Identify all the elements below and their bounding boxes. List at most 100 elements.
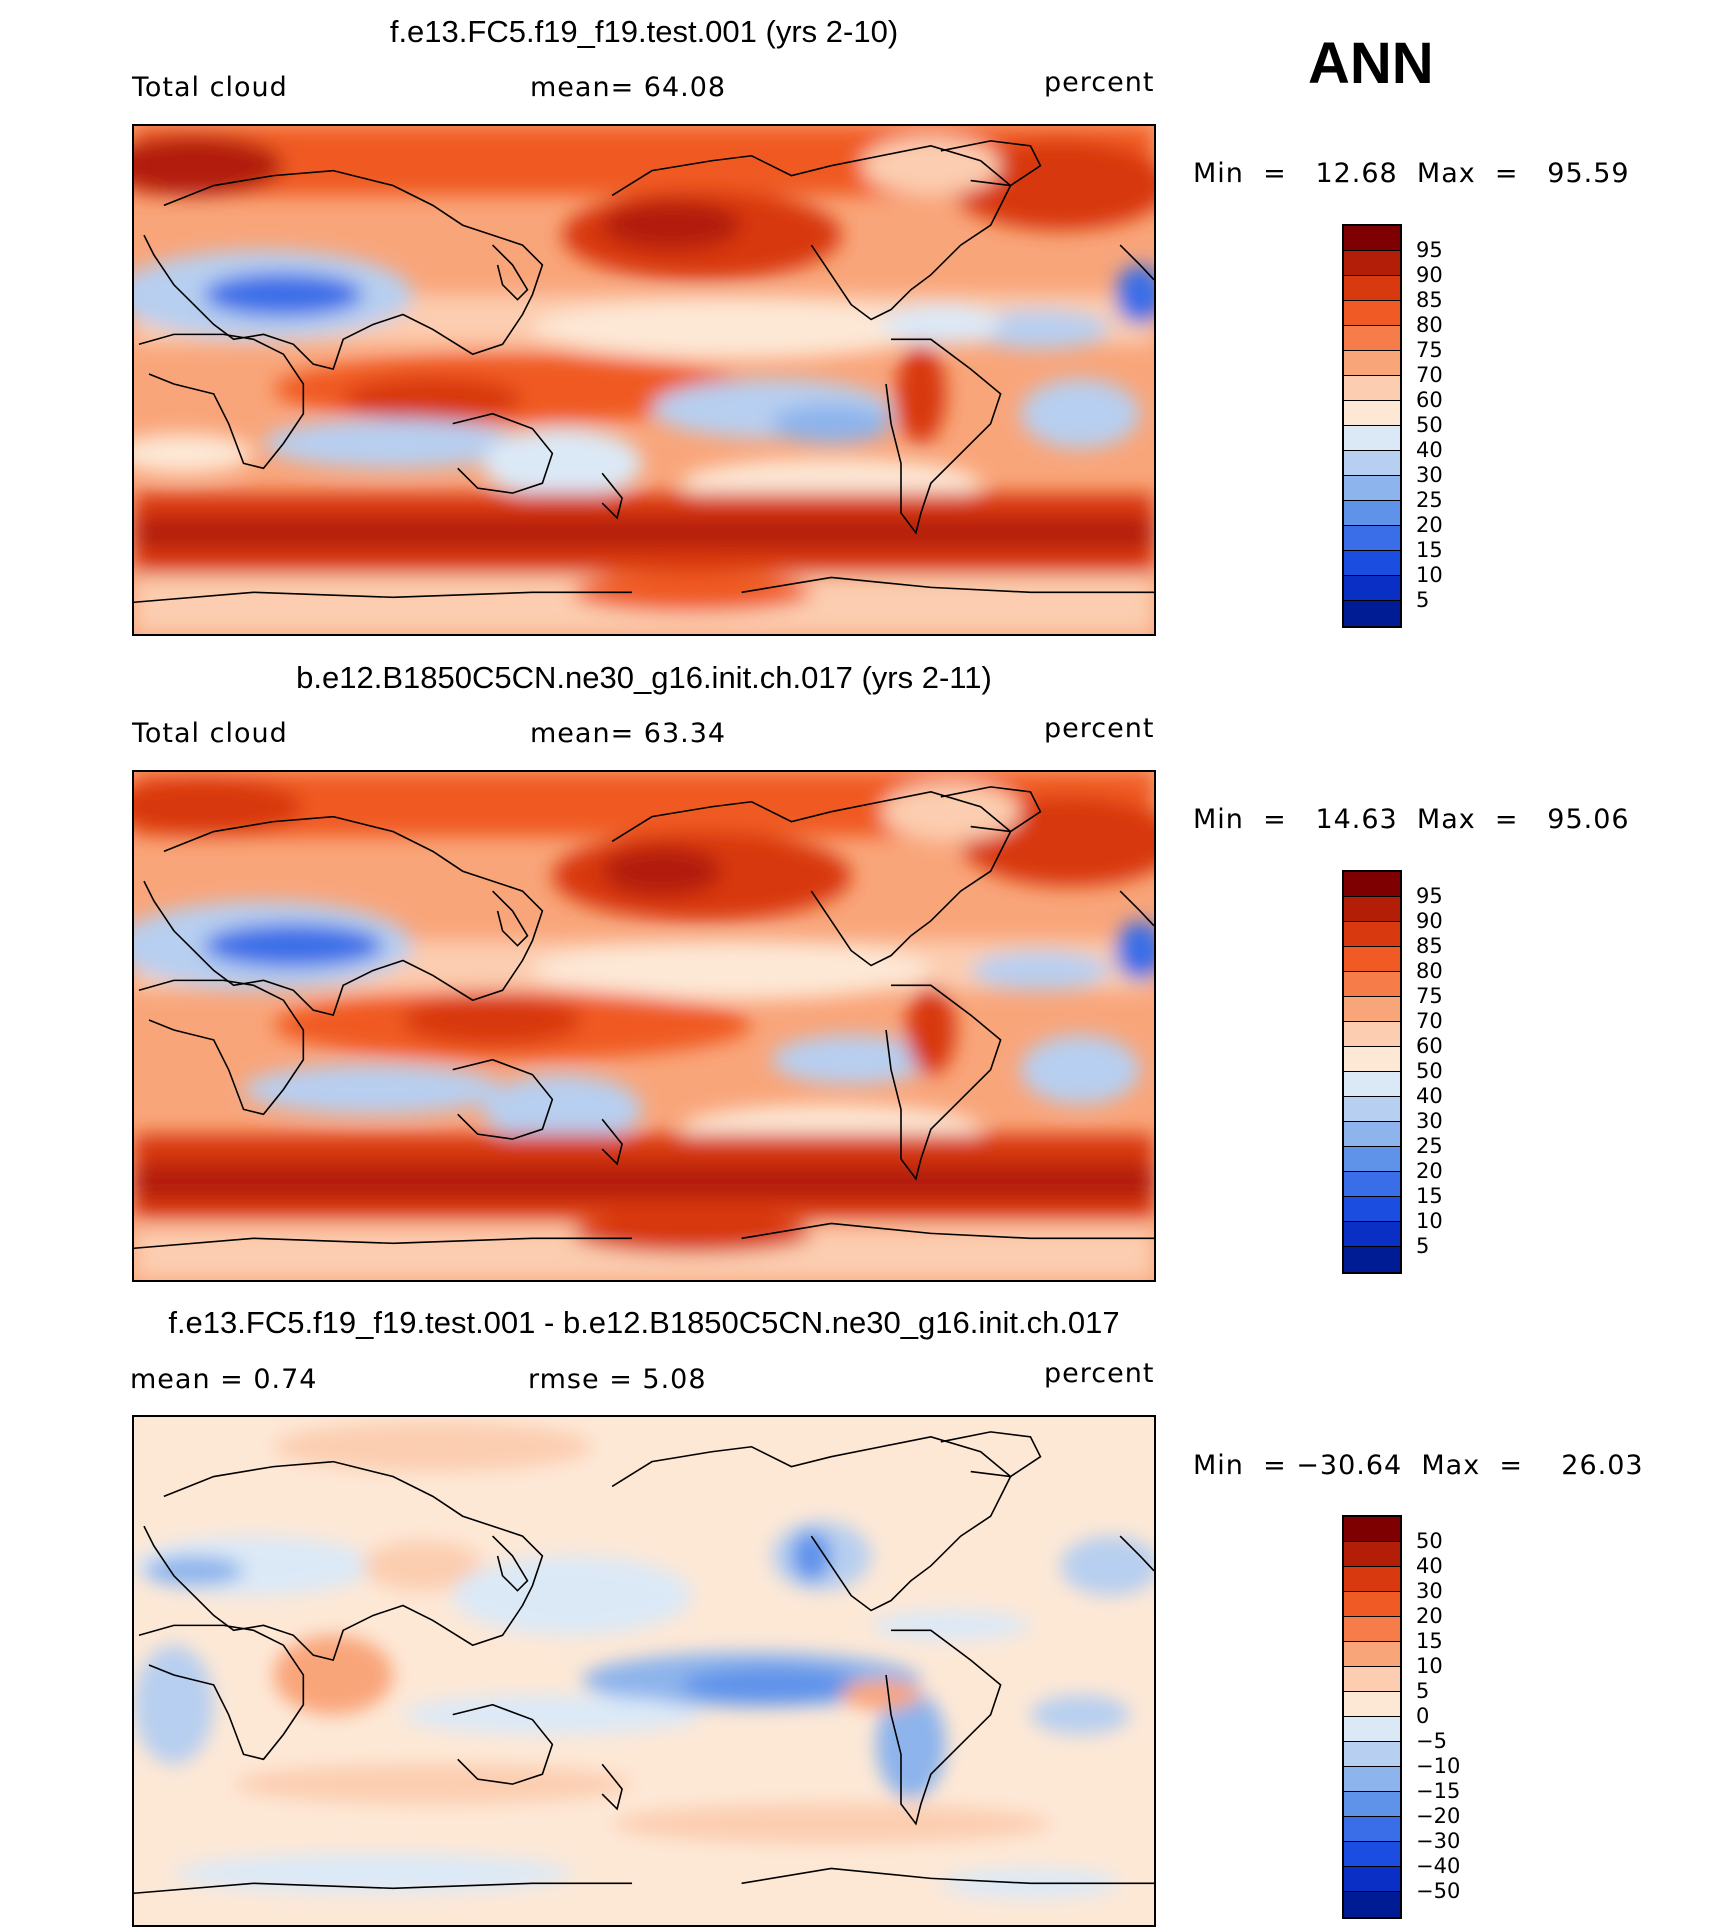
- panel3-title: f.e13.FC5.f19_f19.test.001 - b.e12.B1850…: [168, 1305, 1120, 1340]
- colorbar-tick-label: 50: [1416, 413, 1443, 437]
- colorbar-swatch: [1344, 1247, 1400, 1272]
- colorbar-swatch: [1344, 551, 1400, 576]
- colorbar-swatch: [1344, 1072, 1400, 1097]
- colorbar-swatch: [1344, 1867, 1400, 1892]
- colorbar-swatch: [1344, 1692, 1400, 1717]
- colorbar-tick-label: 25: [1416, 1134, 1443, 1158]
- colorbar-swatch: [1344, 947, 1400, 972]
- colorbar-tick-label: −20: [1416, 1804, 1461, 1828]
- colorbar-tick-label: 0: [1416, 1704, 1430, 1728]
- colorbar-swatch: [1344, 601, 1400, 626]
- colorbar-tick-label: −15: [1416, 1779, 1461, 1803]
- colorbar-tick-label: 40: [1416, 1554, 1443, 1578]
- colorbar-tick-label: 15: [1416, 538, 1443, 562]
- panel2-minmax: Min = 14.63 Max = 95.06: [1193, 804, 1630, 835]
- colorbar-tick-label: 95: [1416, 884, 1443, 908]
- panel1-units-label: percent: [1044, 67, 1155, 98]
- colorbar-swatch: [1344, 326, 1400, 351]
- colorbar-swatch: [1344, 922, 1400, 947]
- colorbar-swatch: [1344, 526, 1400, 551]
- colorbar-tick-label: 10: [1416, 1209, 1443, 1233]
- colorbar-swatch: [1344, 351, 1400, 376]
- colorbar-swatch: [1344, 1842, 1400, 1867]
- panel2-title: b.e12.B1850C5CN.ne30_g16.init.ch.017 (yr…: [296, 660, 992, 695]
- colorbar-swatch: [1344, 897, 1400, 922]
- colorbar-tick-label: 20: [1416, 1159, 1443, 1183]
- colorbar-tick-label: −10: [1416, 1754, 1461, 1778]
- colorbar-tick-label: 75: [1416, 984, 1443, 1008]
- colorbar-swatch: [1344, 1567, 1400, 1592]
- panel2-mean-label: mean= 63.34: [530, 718, 727, 749]
- colorbar-swatch: [1344, 451, 1400, 476]
- colorbar-swatch: [1344, 1022, 1400, 1047]
- colorbar-swatch: [1344, 1767, 1400, 1792]
- colorbar-swatch: [1344, 1817, 1400, 1842]
- panel1-variable-label: Total cloud: [132, 72, 288, 103]
- colorbar-swatch: [1344, 501, 1400, 526]
- panel3-minmax: Min = −30.64 Max = 26.03: [1193, 1450, 1644, 1481]
- panel3-units-label: percent: [1044, 1358, 1155, 1389]
- panel1-colorbar: [1342, 224, 1402, 628]
- colorbar-swatch: [1344, 1172, 1400, 1197]
- colorbar-tick-label: 60: [1416, 388, 1443, 412]
- colorbar-tick-label: 40: [1416, 1084, 1443, 1108]
- colorbar-swatch: [1344, 1222, 1400, 1247]
- panel3-colorbar: [1342, 1515, 1402, 1919]
- colorbar-tick-label: 70: [1416, 363, 1443, 387]
- colorbar-swatch: [1344, 576, 1400, 601]
- colorbar-tick-label: 30: [1416, 463, 1443, 487]
- colorbar-swatch: [1344, 1617, 1400, 1642]
- colorbar-swatch: [1344, 376, 1400, 401]
- colorbar-swatch: [1344, 276, 1400, 301]
- colorbar-swatch: [1344, 1542, 1400, 1567]
- colorbar-tick-label: 5: [1416, 588, 1430, 612]
- colorbar-tick-label: 90: [1416, 263, 1443, 287]
- colorbar-tick-label: −40: [1416, 1854, 1461, 1878]
- colorbar-swatch: [1344, 426, 1400, 451]
- colorbar-swatch: [1344, 301, 1400, 326]
- colorbar-swatch: [1344, 1667, 1400, 1692]
- colorbar-swatch: [1344, 1197, 1400, 1222]
- colorbar-tick-label: 70: [1416, 1009, 1443, 1033]
- colorbar-swatch: [1344, 1097, 1400, 1122]
- colorbar-swatch: [1344, 401, 1400, 426]
- panel1-minmax: Min = 12.68 Max = 95.59: [1193, 158, 1630, 189]
- panel1-mean-label: mean= 64.08: [530, 72, 727, 103]
- colorbar-tick-label: 95: [1416, 238, 1443, 262]
- colorbar-tick-label: −50: [1416, 1879, 1461, 1903]
- colorbar-swatch: [1344, 1047, 1400, 1072]
- colorbar-tick-label: 25: [1416, 488, 1443, 512]
- colorbar-tick-label: 5: [1416, 1234, 1430, 1258]
- colorbar-tick-label: 30: [1416, 1109, 1443, 1133]
- colorbar-swatch: [1344, 1792, 1400, 1817]
- colorbar-tick-label: 85: [1416, 288, 1443, 312]
- panel2-variable-label: Total cloud: [132, 718, 288, 749]
- colorbar-tick-label: 50: [1416, 1529, 1443, 1553]
- colorbar-tick-label: 15: [1416, 1629, 1443, 1653]
- colorbar-tick-label: 5: [1416, 1679, 1430, 1703]
- panel1-title: f.e13.FC5.f19_f19.test.001 (yrs 2-10): [389, 14, 899, 49]
- panel3-rmse-label: rmse = 5.08: [528, 1364, 707, 1395]
- colorbar-swatch: [1344, 997, 1400, 1022]
- colorbar-swatch: [1344, 1642, 1400, 1667]
- colorbar-swatch: [1344, 251, 1400, 276]
- colorbar-tick-label: 20: [1416, 1604, 1443, 1628]
- colorbar-tick-label: 20: [1416, 513, 1443, 537]
- colorbar-tick-label: 10: [1416, 563, 1443, 587]
- colorbar-tick-label: 15: [1416, 1184, 1443, 1208]
- season-label: ANN: [1308, 31, 1434, 96]
- colorbar-tick-label: −30: [1416, 1829, 1461, 1853]
- colorbar-swatch: [1344, 1147, 1400, 1172]
- colorbar-swatch: [1344, 1122, 1400, 1147]
- colorbar-swatch: [1344, 476, 1400, 501]
- colorbar-swatch: [1344, 1892, 1400, 1917]
- colorbar-swatch: [1344, 972, 1400, 997]
- colorbar-tick-label: 50: [1416, 1059, 1443, 1083]
- panel2-units-label: percent: [1044, 713, 1155, 744]
- colorbar-swatch: [1344, 1592, 1400, 1617]
- panel2-map: [132, 770, 1156, 1282]
- colorbar-tick-label: 75: [1416, 338, 1443, 362]
- colorbar-swatch: [1344, 1517, 1400, 1542]
- colorbar-swatch: [1344, 1717, 1400, 1742]
- colorbar-tick-label: 80: [1416, 959, 1443, 983]
